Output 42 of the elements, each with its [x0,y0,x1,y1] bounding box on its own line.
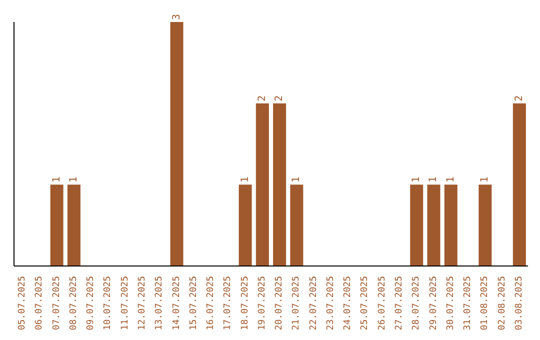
x-tick-label: 30.07.2025 [446,276,456,330]
x-tick-label: 05.07.2025 [18,276,28,330]
data-label: 1 [68,176,80,183]
x-tick-label: 02.08.2025 [497,276,508,330]
x-tick-label: 27.07.2025 [394,276,404,330]
x-tick-label: 23.07.2025 [326,276,336,330]
x-tick-label: 19.07.2025 [257,276,268,330]
x-tick-label: 03.08.2025 [514,276,524,330]
data-label: 3 [171,14,182,20]
x-tick-label: 08.07.2025 [68,276,79,330]
x-tick-label: 15.07.2025 [188,276,199,330]
data-label: 1 [428,176,440,183]
x-tick-label: 26.07.2025 [377,276,388,330]
x-tick-label: 13.07.2025 [154,276,165,330]
data-label: 1 [411,176,422,183]
data-label: 2 [256,95,268,102]
x-tick-label: 21.07.2025 [292,276,302,330]
x-tick-label: 31.07.2025 [463,276,474,330]
x-tick-label: 14.07.2025 [172,276,182,330]
x-tick-label: 25.07.2025 [360,276,370,330]
x-tick-label: 28.07.2025 [412,276,422,330]
data-label: 1 [291,176,302,183]
data-label: 2 [514,95,525,102]
x-tick-label: 06.07.2025 [34,276,45,330]
data-label: 1 [240,176,251,183]
x-tick-label: 20.07.2025 [274,276,285,330]
x-tick-label: 16.07.2025 [206,276,216,330]
x-tick-label: 29.07.2025 [428,276,439,330]
x-tick-label: 07.07.2025 [52,276,62,330]
x-tick-label: 18.07.2025 [240,276,250,330]
x-tick-label: 10.07.2025 [103,276,114,330]
x-tick-label: 24.07.2025 [343,276,354,330]
data-label: 2 [274,95,286,102]
x-tick-label: 09.07.2025 [86,276,96,330]
data-label: 1 [445,176,456,183]
x-tick-label: 22.07.2025 [308,276,319,330]
data-label: 1 [480,176,491,183]
data-label: 1 [51,176,62,183]
x-tick-label: 17.07.2025 [223,276,234,330]
x-tick-label: 11.07.2025 [120,276,130,330]
x-tick-label: 01.08.2025 [480,276,490,330]
x-tick-label: 12.07.2025 [138,276,148,330]
